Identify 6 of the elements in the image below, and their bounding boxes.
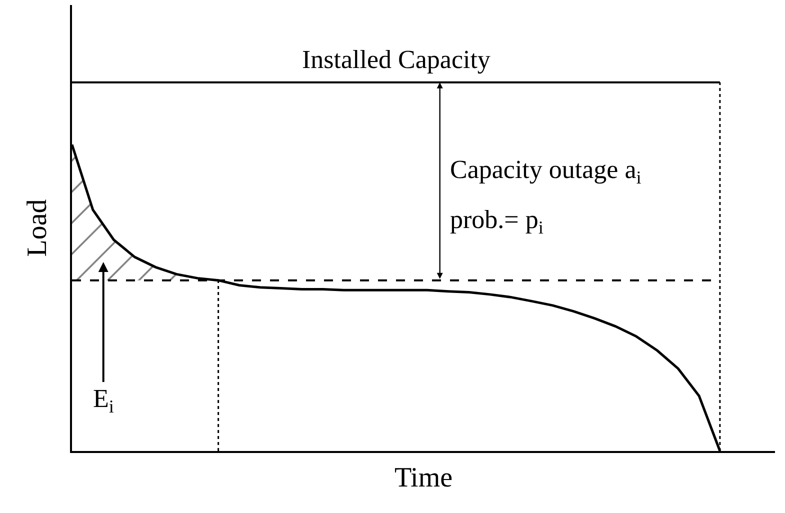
y-axis-title: Load <box>22 199 54 257</box>
ref-line-label: Installed Capacity <box>302 45 490 74</box>
x-axis-title: Time <box>394 462 453 494</box>
annotation: prob.= p$_{i}$ <box>450 205 544 238</box>
annotation: E$_{i}$ <box>93 384 114 416</box>
annotation: Capacity outage a$_{i}$ <box>450 155 642 188</box>
